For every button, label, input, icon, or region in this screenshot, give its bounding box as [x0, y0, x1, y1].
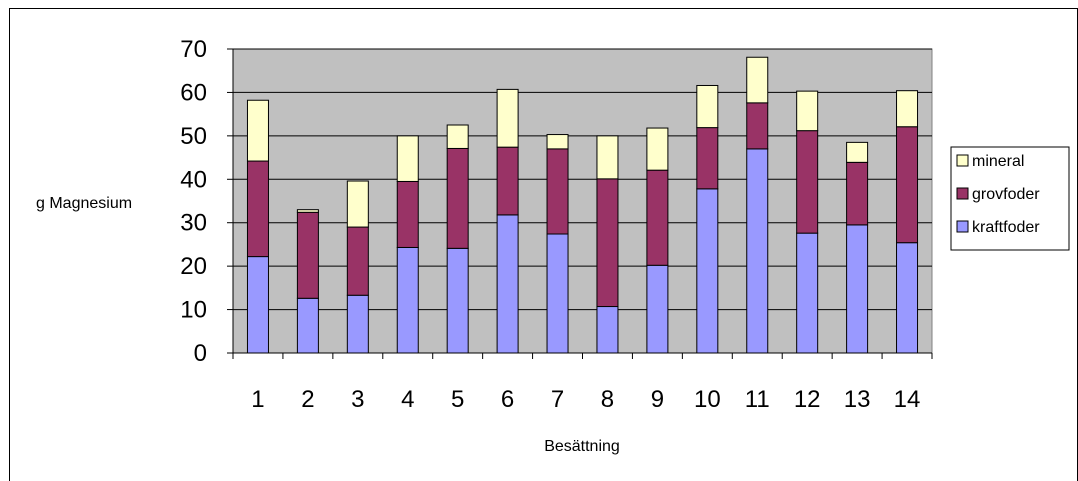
plot-area [227, 48, 933, 359]
bar-grovfoder-12 [796, 130, 819, 234]
bar-mineral-9 [646, 127, 669, 171]
legend: mineral grovfoder kraftfoder [950, 146, 1070, 251]
bar-mineral-12 [796, 90, 819, 132]
bar-grovfoder-7 [546, 148, 569, 235]
x-tick-label: 13 [844, 386, 871, 413]
bar-grovfoder-14 [896, 126, 919, 244]
bar-kraftfoder-2 [296, 297, 319, 354]
plot-background [232, 48, 933, 354]
x-tick-label: 6 [501, 386, 514, 413]
bar-grovfoder-11 [746, 102, 769, 150]
bars [246, 56, 919, 354]
y-tick-label: 10 [180, 297, 207, 324]
bar-grovfoder-9 [646, 169, 669, 266]
bar-mineral-8 [596, 135, 619, 180]
bar-mineral-5 [446, 124, 469, 149]
bar-kraftfoder-6 [496, 214, 519, 354]
bar-kraftfoder-13 [846, 224, 869, 354]
x-tick-label: 7 [551, 386, 564, 413]
y-tick-label: 40 [180, 166, 207, 193]
bar-mineral-3 [346, 180, 369, 228]
legend-box [950, 146, 1070, 251]
x-tick-label: 9 [651, 386, 664, 413]
bar-mineral-11 [746, 56, 769, 104]
y-tick-label: 20 [180, 253, 207, 280]
y-tick-label: 0 [194, 340, 207, 367]
bar-mineral-2 [296, 209, 319, 213]
x-tick-label: 8 [601, 386, 614, 413]
bar-kraftfoder-3 [346, 294, 369, 354]
bar-mineral-1 [246, 99, 269, 162]
bar-kraftfoder-12 [796, 232, 819, 354]
bar-grovfoder-2 [296, 211, 319, 299]
legend-label-kraftfoder: kraftfoder [972, 219, 1040, 236]
legend-label-grovfoder: grovfoder [972, 186, 1040, 203]
x-tick-label: 4 [401, 386, 414, 413]
bar-grovfoder-4 [396, 180, 419, 248]
bar-mineral-14 [896, 90, 919, 128]
bar-mineral-4 [396, 135, 419, 182]
bar-kraftfoder-14 [896, 242, 919, 354]
bar-grovfoder-8 [596, 178, 619, 308]
bar-grovfoder-13 [846, 161, 869, 226]
bar-kraftfoder-5 [446, 247, 469, 354]
y-axis-label: g Magnesium [36, 195, 132, 212]
axes [232, 49, 933, 359]
legend-swatch-grovfoder [956, 187, 969, 200]
bar-kraftfoder-1 [246, 256, 269, 354]
x-tick-label: 10 [694, 386, 721, 413]
y-tick-label: 70 [180, 36, 207, 63]
x-tick-label: 14 [894, 386, 921, 413]
bar-kraftfoder-7 [546, 233, 569, 354]
bar-mineral-13 [846, 141, 869, 163]
bar-kraftfoder-11 [746, 148, 769, 354]
bar-grovfoder-6 [496, 146, 519, 216]
bar-kraftfoder-9 [646, 264, 669, 354]
y-tick-label: 30 [180, 210, 207, 237]
bar-mineral-6 [496, 88, 519, 148]
y-tick-label: 60 [180, 79, 207, 106]
bar-grovfoder-1 [246, 160, 269, 258]
x-tick-labels: 1 2 3 4 5 6 7 8 9 10 11 12 13 14 [251, 386, 920, 413]
x-axis-label: Besättning [544, 438, 620, 455]
x-tick-label: 12 [794, 386, 821, 413]
legend-label-mineral: mineral [972, 153, 1024, 170]
bar-kraftfoder-4 [396, 246, 419, 354]
x-tick-label: 3 [351, 386, 364, 413]
x-tick-label: 2 [301, 386, 314, 413]
x-tick-label: 1 [251, 386, 264, 413]
bar-grovfoder-3 [346, 226, 369, 296]
y-tick-labels: 0 10 20 30 40 50 60 70 [180, 36, 207, 367]
bar-kraftfoder-10 [696, 188, 719, 354]
bar-grovfoder-10 [696, 127, 719, 190]
x-tick-label: 11 [745, 386, 770, 413]
bar-kraftfoder-8 [596, 306, 619, 354]
bar-grovfoder-5 [446, 147, 469, 249]
bar-mineral-10 [696, 84, 719, 129]
y-tick-label: 50 [180, 123, 207, 150]
legend-swatch-mineral [956, 154, 969, 167]
x-tick-label: 5 [451, 386, 464, 413]
bar-mineral-7 [546, 134, 569, 150]
legend-swatch-kraftfoder [956, 220, 969, 233]
